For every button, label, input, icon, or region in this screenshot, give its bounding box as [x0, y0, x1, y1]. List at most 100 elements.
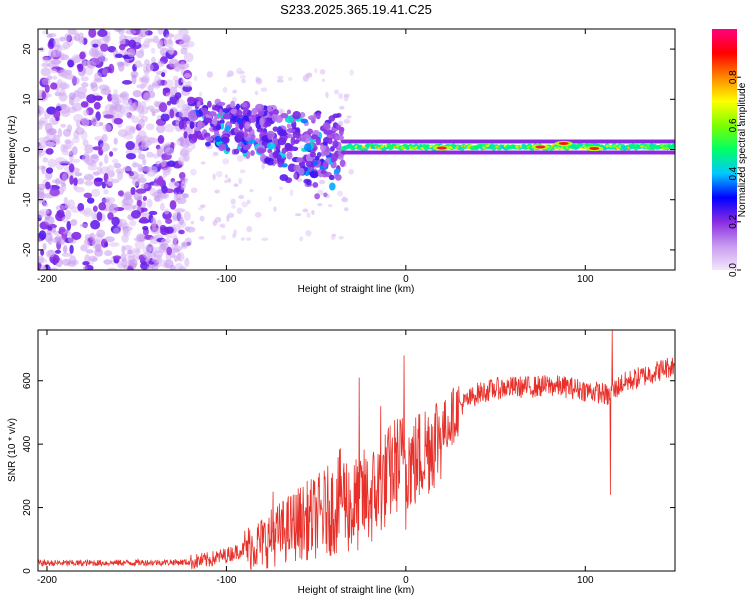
spectrogram-cell [182, 193, 190, 199]
spectrogram-heatmap [38, 29, 675, 270]
spectrogram-cell [41, 62, 50, 68]
y-tick-label: 10 [22, 93, 33, 105]
spectrogram-cell [47, 226, 53, 231]
spectrogram-cell [135, 188, 147, 194]
spectrogram-cell [73, 177, 78, 186]
spectrogram-cell [307, 128, 314, 135]
chart-title: S233.2025.365.19.41.C25 [280, 2, 432, 17]
spectrogram-x-label: Height of straight line (km) [298, 284, 415, 295]
spectrogram-cell [198, 91, 203, 97]
spectrogram-cell [314, 68, 318, 74]
spectrogram-cell [90, 83, 99, 92]
spectrogram-cell [273, 206, 277, 212]
spectrogram-cell [120, 252, 127, 262]
spectrogram-cell [69, 175, 74, 185]
spectrogram-cell [62, 244, 68, 254]
spectrogram-cell [196, 101, 201, 108]
spectrogram-cell [176, 98, 186, 109]
spectrogram-cell [81, 82, 89, 88]
spectrogram-cell [108, 242, 120, 247]
spectrogram-cell [164, 226, 174, 234]
spectrogram-cell [112, 158, 119, 164]
spectrogram-cell [339, 159, 346, 168]
spectrogram-cell [55, 204, 66, 211]
spectrogram-cell [96, 229, 106, 238]
spectrogram-cell [272, 108, 279, 116]
spectrogram-cell [156, 38, 164, 49]
spectrogram-cell [114, 29, 123, 33]
spectrogram-cell [61, 216, 69, 223]
spectrogram-cell [214, 216, 222, 223]
spectrogram-cell [238, 194, 245, 200]
spectrogram-cell [102, 68, 108, 76]
snr-panel: -200 -100 0 100 0 200 400 600 Height of straigh… [7, 329, 676, 596]
spectrogram-cell [44, 215, 55, 226]
spectrogram-cell [160, 113, 170, 122]
spectrogram-cell [157, 29, 164, 35]
spectrogram-cell [185, 105, 193, 112]
spectrogram-cell [71, 76, 80, 85]
spectrogram-cell [167, 160, 176, 168]
spectrogram-cell [280, 163, 288, 168]
spectrogram-cell [193, 127, 202, 132]
spectrogram-cell [330, 234, 336, 240]
spectrogram-cell [94, 177, 103, 182]
spectrogram-cell [198, 236, 205, 240]
spectrogram-cell [142, 158, 147, 166]
spectrogram-cell [178, 108, 189, 118]
spectrogram-cell [278, 129, 287, 137]
spectrogram-cell [153, 100, 160, 108]
spectrogram-cell [160, 259, 166, 268]
spectrogram-cell [52, 75, 58, 80]
spectrogram-cell [225, 147, 231, 152]
spectrogram-cell [150, 47, 156, 54]
spectrogram-cell [88, 29, 97, 38]
spectrogram-cell [322, 141, 328, 146]
spectrogram-cell [101, 198, 110, 204]
spectrogram-cell [125, 29, 137, 35]
spectrogram-cell [101, 181, 106, 189]
spectrogram-cell [112, 147, 118, 152]
spectrogram-cell [305, 161, 314, 168]
spectrogram-cell [98, 161, 103, 167]
spectrogram-cell [131, 247, 141, 253]
spectrogram-cell [78, 37, 85, 45]
spectrogram-cell [312, 182, 319, 188]
spectrogram-cell [132, 176, 141, 187]
spectrogram-cell [305, 229, 312, 237]
spectrogram-cell [82, 266, 88, 270]
spectrogram-cell [128, 39, 137, 49]
snr-series-line [38, 330, 675, 571]
spectrogram-cell [328, 204, 333, 208]
spectrogram-cell [312, 160, 319, 166]
spectrogram-cell [49, 188, 60, 197]
spectrogram-cell [214, 189, 220, 194]
snr-frame [37, 329, 676, 572]
spectrogram-cell [178, 119, 185, 130]
spectrogram-cell [166, 246, 172, 256]
spectrogram-cell [242, 144, 251, 151]
spectrogram-cell [240, 237, 246, 241]
spectrogram-cell [134, 60, 142, 68]
x-tick-label: 100 [577, 575, 594, 586]
spectrogram-cell [80, 76, 89, 82]
spectrogram-cell [142, 196, 147, 201]
spectrogram-cell [72, 136, 80, 144]
spectrogram-cell [316, 151, 322, 158]
spectrogram-cell [103, 259, 113, 265]
spectrogram-cell [146, 198, 153, 208]
spectrogram-cell [266, 142, 276, 150]
spectrogram-cell [83, 239, 90, 250]
spectrogram-cell [66, 220, 72, 231]
x-tick-label: -100 [216, 575, 236, 586]
spectrogram-cell [150, 56, 156, 64]
spectrogram-cell [50, 82, 58, 90]
spectrogram-cell [168, 181, 180, 189]
spectrogram-cell [328, 174, 335, 181]
spectrogram-cell [156, 124, 166, 134]
spectrogram-cell [106, 177, 115, 187]
spectrogram-cell [82, 139, 89, 147]
spectrogram-cell [180, 78, 186, 83]
spectrogram-cell [86, 94, 97, 104]
